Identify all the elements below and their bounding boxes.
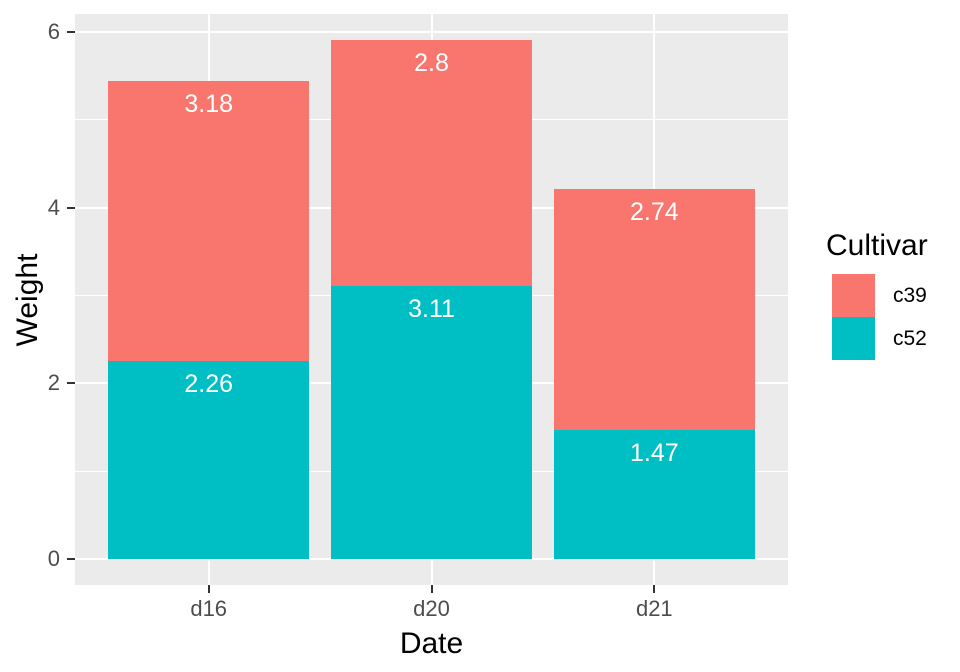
bar-segment-c52-d16 (108, 360, 309, 559)
bar-value-label: 2.26 (184, 369, 234, 398)
bar-segment-c52-d20 (331, 285, 532, 559)
legend: Cultivar c39 c52 (820, 228, 960, 360)
x-tick-label: d20 (413, 596, 450, 621)
y-tick-label: 0 (47, 546, 60, 571)
legend-keys: c39 c52 (820, 274, 960, 360)
legend-item-label: c39 (893, 284, 927, 307)
x-tick (430, 585, 433, 593)
x-tick-label: d16 (190, 596, 228, 621)
y-tick (67, 558, 75, 560)
bar-value-label: 1.47 (629, 438, 679, 467)
x-tick-label: d21 (635, 596, 673, 621)
legend-swatch-c52 (832, 317, 875, 360)
y-tick (67, 31, 75, 34)
y-tick (67, 382, 75, 385)
x-tick (207, 585, 210, 593)
plot-panel: 2.26 3.18 3.11 2.8 1.47 2.74 (75, 14, 788, 585)
y-tick-label: 2 (47, 370, 60, 396)
bar-segment-c52-d21 (554, 429, 755, 559)
bar-value-label: 2.8 (414, 48, 449, 77)
y-tick-label: 6 (47, 19, 60, 45)
bar-segment-c39-d20 (331, 39, 532, 286)
x-tick (653, 585, 656, 593)
legend-swatch-c39 (832, 274, 875, 317)
legend-title: Cultivar (826, 229, 928, 262)
legend-item-label: c52 (893, 327, 927, 350)
bar-segment-c39-d16 (108, 81, 309, 361)
y-axis-title: Weight (11, 253, 44, 347)
y-tick (67, 206, 75, 209)
bar-value-label: 3.11 (408, 294, 455, 323)
x-axis-title: Date (399, 627, 464, 660)
bar-segment-c39-d21 (554, 189, 755, 430)
legend-item: c39 (820, 274, 960, 317)
y-tick-label: 4 (47, 194, 60, 220)
legend-item: c52 (820, 317, 960, 360)
bar-value-label: 2.74 (629, 198, 679, 227)
bar-value-label: 3.18 (184, 90, 234, 119)
